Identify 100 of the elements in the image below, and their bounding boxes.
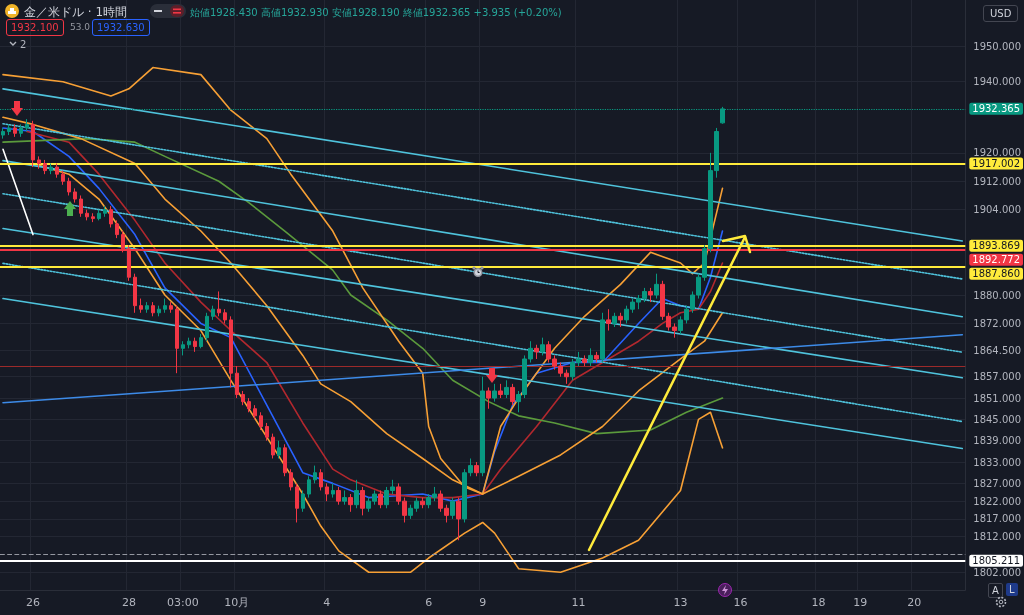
y-tick-label: 1839.000 [973, 435, 1021, 447]
candlestick [498, 383, 503, 399]
candlestick [175, 305, 179, 374]
x-tick-label: 10月 [224, 596, 250, 609]
candlestick [97, 209, 101, 221]
candlestick [241, 390, 245, 406]
candlestick [13, 123, 17, 138]
candlestick [348, 493, 353, 513]
candlestick [187, 337, 191, 349]
candlestick [265, 422, 269, 442]
candlestick [307, 475, 311, 499]
candlestick [325, 482, 329, 502]
candlestick [49, 162, 53, 175]
x-tick-label: 4 [323, 596, 331, 609]
candlestick [199, 333, 203, 349]
y-tick-label: 1872.000 [973, 317, 1021, 329]
y-tick-label: 1822.000 [973, 495, 1021, 507]
candlestick [37, 155, 41, 170]
line-series [2, 137, 724, 435]
ref-line-label: 1805.211 [972, 555, 1020, 567]
x-tick-label: 6 [425, 596, 433, 609]
text: A [988, 583, 1003, 598]
ref-line-label: 1932.365 [972, 103, 1020, 115]
candlestick [331, 482, 335, 499]
y-tick-label: 1857.000 [973, 371, 1021, 383]
candlestick [145, 301, 149, 314]
candlestick [253, 404, 257, 420]
chart-title: 金／米ドル · 1時間 [24, 5, 128, 19]
candlestick [301, 489, 305, 513]
ref-line-label: 1887.860 [972, 268, 1020, 280]
candlestick [217, 290, 221, 317]
y-tick-label: 1851.000 [973, 392, 1021, 404]
candlestick [115, 219, 119, 239]
candlestick [618, 312, 623, 328]
candlestick [7, 123, 11, 136]
y-tick-label: 1920.000 [973, 147, 1021, 159]
x-tick-label: 11 [571, 596, 586, 609]
candlestick [450, 497, 455, 520]
candlestick [163, 298, 167, 314]
candlestick [55, 162, 59, 179]
candlestick [582, 354, 587, 367]
candlestick [1, 127, 5, 140]
y-tick-label: 1912.000 [973, 175, 1021, 187]
candlestick [211, 305, 215, 321]
candlestick [480, 376, 485, 477]
candlestick [283, 443, 287, 477]
y-tick-label: 1802.000 [973, 566, 1021, 578]
candlestick [360, 486, 365, 516]
y-tick-label: 1833.000 [973, 456, 1021, 468]
candlestick [504, 379, 509, 399]
candlestick [181, 340, 185, 356]
candlestick [79, 194, 83, 218]
candlestick [354, 479, 359, 509]
candlestick [612, 312, 617, 328]
candlestick [31, 120, 35, 168]
candlestick [289, 468, 293, 491]
candlestick [600, 312, 605, 364]
y-tick-label: 1827.000 [973, 477, 1021, 489]
candlestick [229, 315, 233, 388]
x-tick-label: 28 [121, 596, 136, 609]
text: L [1006, 583, 1018, 596]
y-tick-label: 1904.000 [973, 204, 1021, 216]
y-tick-label: 1817.000 [973, 513, 1021, 525]
candlestick [486, 386, 491, 410]
ref-line-label: 1893.869 [972, 240, 1020, 252]
x-tick-label: 13 [673, 596, 688, 609]
y-tick-label: 1864.500 [973, 344, 1021, 356]
y-tick-label: 1940.000 [973, 76, 1021, 88]
candlestick [336, 486, 341, 506]
candlestick [205, 312, 209, 342]
candlestick [193, 337, 197, 353]
x-tick-label: 18 [811, 596, 826, 609]
candlestick [85, 209, 89, 221]
candlestick [295, 482, 299, 523]
candlestick [588, 347, 593, 367]
x-tick-label: 19 [853, 596, 868, 609]
x-tick-label: 16 [733, 596, 748, 609]
candlestick [313, 465, 317, 484]
candlestick [73, 187, 77, 204]
candlestick [19, 123, 23, 138]
text: 始値1928.430 高値1932.930 安値1928.190 終値1932.365 +3.935 (+0.20%) [190, 6, 562, 19]
candlestick [654, 273, 659, 300]
annotation: 1932.630 [92, 19, 150, 36]
candlestick [540, 337, 545, 356]
candlestick [157, 305, 161, 317]
candlestick [151, 301, 155, 317]
candlestick [103, 205, 107, 218]
x-tick-label: 9 [479, 596, 487, 609]
candlestick [133, 273, 137, 314]
candlestick [319, 468, 323, 491]
ref-line-label: 1917.002 [972, 157, 1020, 169]
candlestick [139, 298, 143, 314]
candlestick [169, 301, 173, 314]
y-tick-label: 1845.000 [973, 413, 1021, 425]
candlestick [606, 308, 611, 332]
candlestick [223, 308, 227, 324]
candlestick [594, 351, 599, 364]
text: USD [983, 5, 1019, 22]
candlestick [534, 344, 539, 360]
candlestick [109, 205, 113, 228]
